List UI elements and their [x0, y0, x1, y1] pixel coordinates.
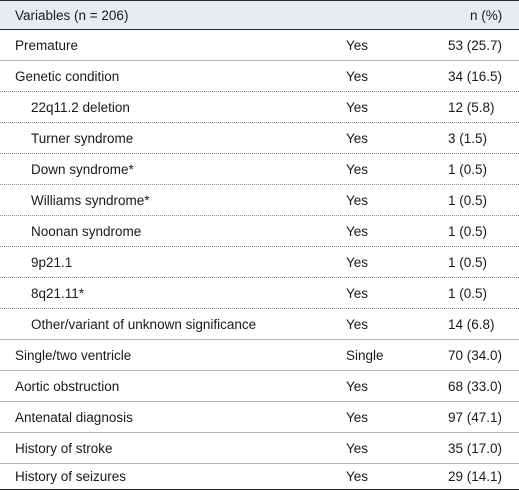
table-row: Premature Yes 53 (25.7) [0, 30, 519, 61]
table-row: 8q21.11* Yes 1 (0.5) [0, 278, 519, 309]
row-n-pct: 14 (6.8) [448, 316, 495, 332]
row-label: Other/variant of unknown significance [31, 316, 257, 332]
row-label: Turner syndrome [31, 130, 134, 146]
row-label: Antenatal diagnosis [15, 409, 133, 425]
row-value: Yes [346, 37, 369, 53]
table-row: Genetic condition Yes 34 (16.5) [0, 61, 519, 92]
row-n-pct: 53 (25.7) [448, 37, 503, 53]
row-label: History of seizures [15, 469, 127, 484]
row-label: 8q21.11* [31, 285, 85, 301]
table-row: 9p21.1 Yes 1 (0.5) [0, 247, 519, 278]
row-label: Noonan syndrome [31, 223, 142, 239]
row-label: 22q11.2 deletion [31, 99, 130, 115]
table-row: History of seizures Yes 29 (14.1) [0, 464, 519, 490]
row-value: Yes [346, 254, 369, 270]
table-row: Aortic obstruction Yes 68 (33.0) [0, 371, 519, 402]
row-value: Yes [346, 223, 369, 239]
row-label: Single/two ventricle [15, 347, 132, 363]
row-label: Williams syndrome* [31, 192, 150, 208]
row-label: Genetic condition [15, 68, 120, 84]
row-value: Yes [346, 130, 369, 146]
table-row: Single/two ventricle Single 70 (34.0) [0, 340, 519, 371]
row-n-pct: 1 (0.5) [448, 254, 488, 270]
row-n-pct: 35 (17.0) [448, 440, 503, 456]
row-value: Yes [346, 99, 369, 115]
row-value: Yes [346, 378, 369, 394]
table-row: Williams syndrome* Yes 1 (0.5) [0, 185, 519, 216]
row-n-pct: 3 (1.5) [448, 130, 488, 146]
row-n-pct: 1 (0.5) [448, 223, 488, 239]
row-value: Yes [346, 68, 369, 84]
row-label: 9p21.1 [31, 254, 73, 270]
table-row: Turner syndrome Yes 3 (1.5) [0, 123, 519, 154]
row-n-pct: 1 (0.5) [448, 161, 488, 177]
row-value: Yes [346, 316, 369, 332]
row-n-pct: 68 (33.0) [448, 378, 503, 394]
header-variables: Variables (n = 206) [15, 7, 129, 23]
row-n-pct: 1 (0.5) [448, 285, 488, 301]
header-n-pct: n (%) [470, 7, 503, 23]
row-n-pct: 97 (47.1) [448, 409, 503, 425]
row-label: History of stroke [15, 440, 113, 456]
row-label: Premature [15, 37, 79, 53]
row-n-pct: 1 (0.5) [448, 192, 488, 208]
row-n-pct: 12 (5.8) [448, 99, 495, 115]
table-row: 22q11.2 deletion Yes 12 (5.8) [0, 92, 519, 123]
table-row: Down syndrome* Yes 1 (0.5) [0, 154, 519, 185]
table-row: Other/variant of unknown significance Ye… [0, 309, 519, 340]
row-value: Yes [346, 469, 369, 484]
row-n-pct: 70 (34.0) [448, 347, 503, 363]
table-row: Noonan syndrome Yes 1 (0.5) [0, 216, 519, 247]
row-value: Yes [346, 161, 369, 177]
table-row: Antenatal diagnosis Yes 97 (47.1) [0, 402, 519, 433]
row-value: Yes [346, 409, 369, 425]
row-n-pct: 29 (14.1) [448, 469, 503, 484]
row-value: Yes [346, 285, 369, 301]
row-value: Yes [346, 192, 369, 208]
row-value: Single [346, 347, 384, 363]
row-n-pct: 34 (16.5) [448, 68, 503, 84]
row-label: Down syndrome* [31, 161, 134, 177]
table-row: History of stroke Yes 35 (17.0) [0, 433, 519, 464]
row-label: Aortic obstruction [15, 378, 120, 394]
table-header: Variables (n = 206) n (%) [0, 0, 519, 30]
row-value: Yes [346, 440, 369, 456]
